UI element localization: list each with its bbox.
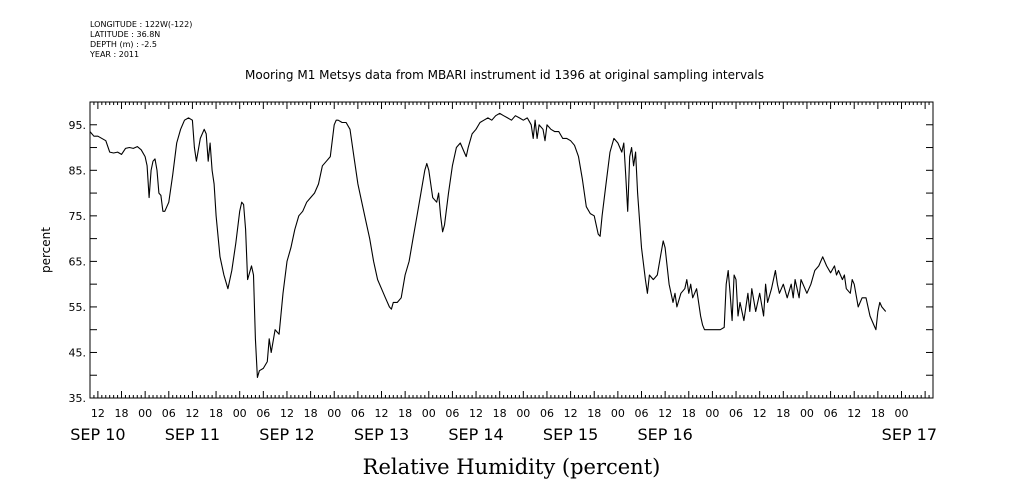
x-hour-tick-label: 00 [516, 407, 530, 420]
y-tick-label: 95. [69, 119, 87, 132]
x-hour-tick-label: 06 [824, 407, 838, 420]
x-hour-tick-label: 06 [162, 407, 176, 420]
y-tick-label: 45. [69, 346, 87, 359]
x-date-label: SEP 15 [543, 425, 598, 444]
x-hour-tick-label: 00 [800, 407, 814, 420]
depth-text: DEPTH (m) : -2.5 [90, 40, 157, 49]
x-hour-tick-label: 00 [422, 407, 436, 420]
x-hour-tick-label: 18 [209, 407, 223, 420]
x-hour-tick-label: 12 [847, 407, 861, 420]
x-hour-tick-label: 18 [776, 407, 790, 420]
x-hour-tick-label: 18 [493, 407, 507, 420]
x-hour-tick-label: 00 [611, 407, 625, 420]
latitude-text: LATITUDE : 36.8N [90, 30, 161, 39]
longitude-text: LONGITUDE : 122W(-122) [90, 20, 193, 29]
chart-title: Mooring M1 Metsys data from MBARI instru… [245, 68, 764, 82]
x-hour-tick-label: 06 [729, 407, 743, 420]
x-hour-tick-label: 12 [375, 407, 389, 420]
y-tick-label: 35. [69, 392, 87, 405]
x-hour-tick-label: 12 [280, 407, 294, 420]
x-hour-tick-label: 12 [185, 407, 199, 420]
y-tick-label: 55. [69, 301, 87, 314]
x-hour-tick-label: 12 [753, 407, 767, 420]
x-date-label: SEP 14 [448, 425, 503, 444]
x-hour-tick-label: 12 [469, 407, 483, 420]
x-date-label: SEP 12 [259, 425, 314, 444]
x-hour-tick-label: 06 [256, 407, 270, 420]
x-hour-tick-label: 00 [705, 407, 719, 420]
metadata-block: LONGITUDE : 122W(-122) LATITUDE : 36.8N … [90, 20, 192, 60]
x-hour-tick-label: 18 [682, 407, 696, 420]
x-date-label: SEP 17 [882, 425, 937, 444]
x-hour-tick-label: 06 [445, 407, 459, 420]
x-hour-tick-label: 00 [233, 407, 247, 420]
x-hour-tick-label: 06 [634, 407, 648, 420]
x-date-label: SEP 10 [70, 425, 125, 444]
year-text: YEAR : 2011 [90, 50, 140, 59]
x-hour-tick-label: 18 [115, 407, 129, 420]
x-hour-tick-label: 06 [351, 407, 365, 420]
x-hour-tick-label: 12 [658, 407, 672, 420]
y-tick-label: 85. [69, 164, 87, 177]
x-hour-tick-label: 00 [894, 407, 908, 420]
x-hour-tick-label: 18 [398, 407, 412, 420]
humidity-series-line [89, 112, 887, 379]
plot-frame [89, 101, 934, 399]
x-hour-tick-label: 12 [91, 407, 105, 420]
y-axis-label: percent [39, 227, 53, 273]
y-tick-label: 75. [69, 210, 87, 223]
x-date-label: SEP 13 [354, 425, 409, 444]
x-hour-tick-label: 18 [871, 407, 885, 420]
x-hour-tick-label: 18 [304, 407, 318, 420]
x-date-label: SEP 16 [637, 425, 692, 444]
x-axis-label: Relative Humidity (percent) [362, 455, 661, 479]
y-tick-label: 65. [69, 255, 87, 268]
x-date-label: SEP 11 [165, 425, 220, 444]
x-hour-tick-label: 18 [587, 407, 601, 420]
x-hour-tick-label: 06 [540, 407, 554, 420]
x-hour-tick-label: 00 [138, 407, 152, 420]
x-hour-tick-label: 00 [327, 407, 341, 420]
x-hour-tick-label: 12 [564, 407, 578, 420]
